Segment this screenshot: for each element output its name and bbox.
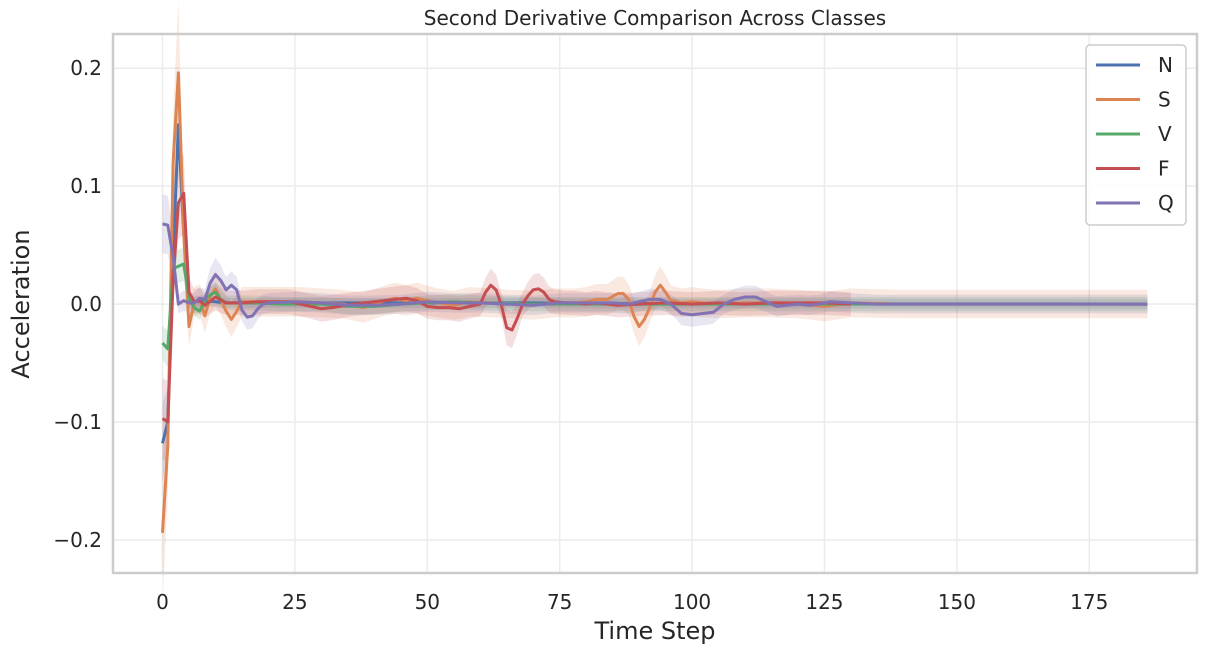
- legend-label-V: V: [1158, 122, 1172, 146]
- band-V: [162, 246, 1148, 368]
- y-tick-label: −0.2: [53, 528, 102, 552]
- y-tick-label: 0.0: [70, 292, 102, 316]
- x-tick-label: 125: [805, 590, 843, 614]
- chart-title: Second Derivative Comparison Across Clas…: [424, 6, 886, 30]
- y-axis-label: Acceleration: [7, 229, 35, 378]
- legend-label-Q: Q: [1158, 191, 1174, 215]
- y-tick-label: 0.2: [70, 56, 102, 80]
- legend-label-S: S: [1158, 88, 1171, 112]
- legend-label-F: F: [1158, 157, 1170, 181]
- x-tick-label: 150: [938, 590, 976, 614]
- y-tick-label: −0.1: [53, 410, 102, 434]
- band-F: [162, 153, 851, 464]
- series-line-Q: [162, 222, 1148, 319]
- x-tick-labels: 0 25 50 75 100 125 150 175: [156, 590, 1108, 614]
- x-axis-label: Time Step: [593, 617, 715, 645]
- y-tick-labels: −0.2 −0.1 0.0 0.1 0.2: [53, 56, 102, 552]
- series-lines: [161, 71, 1148, 533]
- x-tick-label: 50: [415, 590, 440, 614]
- x-tick-label: 75: [547, 590, 572, 614]
- x-tick-label: 100: [673, 590, 711, 614]
- x-tick-label: 25: [282, 590, 307, 614]
- band-Q: [162, 194, 1148, 330]
- plot-frame: [111, 32, 1199, 575]
- x-tick-label: 175: [1070, 590, 1108, 614]
- series-line-F: [161, 191, 851, 424]
- y-tick-label: 0.1: [70, 174, 102, 198]
- legend-label-N: N: [1158, 53, 1173, 77]
- x-tick-label: 0: [156, 590, 169, 614]
